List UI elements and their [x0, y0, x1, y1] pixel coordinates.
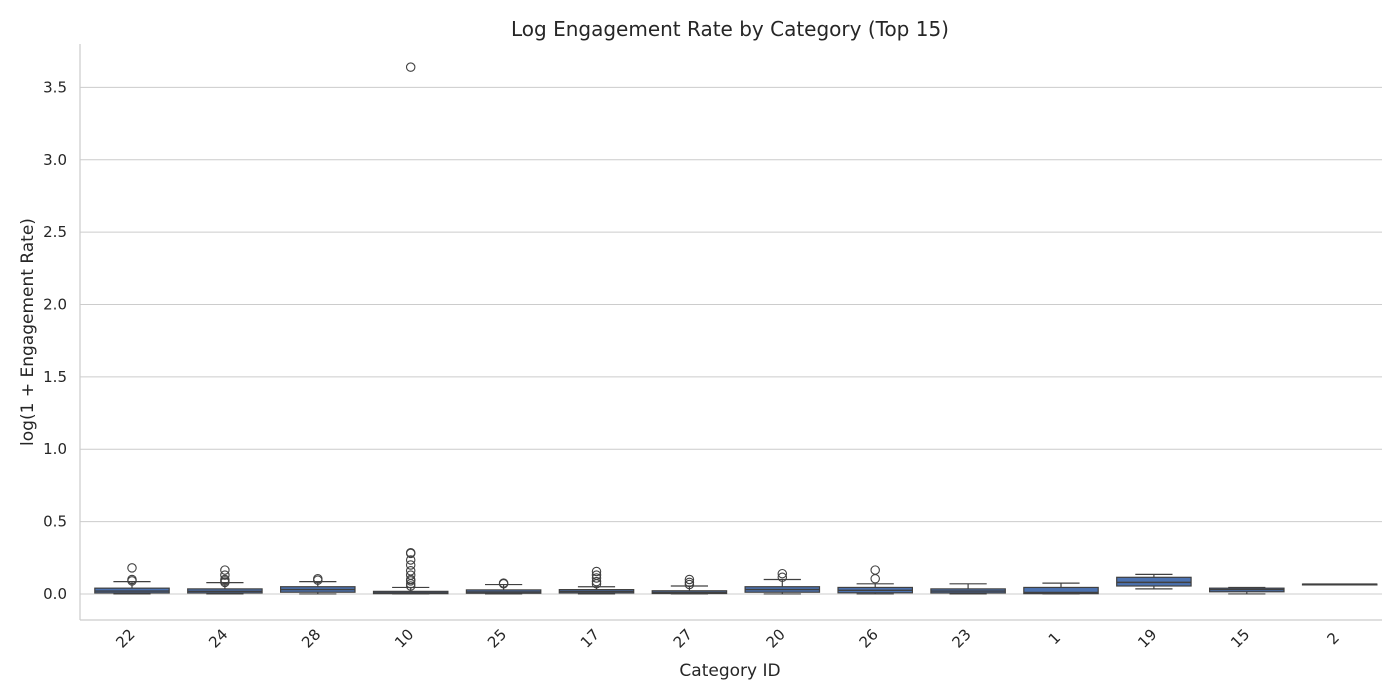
- outlier-point: [313, 574, 323, 584]
- outlier-point: [591, 570, 602, 580]
- y-axis: 0.0 0.5 1.0 1.5 2.0 2.5 3.0 3.5: [43, 78, 67, 603]
- outlier-point: [684, 577, 695, 588]
- x-tick-label: 27: [670, 625, 696, 651]
- y-tick-label: 2.0: [43, 296, 67, 314]
- x-tick-label: 25: [484, 625, 510, 651]
- y-tick-label: 3.0: [43, 151, 67, 169]
- box-24: [187, 565, 263, 595]
- x-tick-label: 23: [948, 625, 974, 651]
- outlier-point: [777, 572, 788, 583]
- plot-area: [94, 62, 1378, 595]
- box-20: [744, 568, 821, 595]
- x-tick-label: 24: [205, 625, 231, 651]
- box-2: [1301, 583, 1378, 586]
- box-22: [94, 563, 170, 595]
- outlier-point: [127, 574, 137, 585]
- outlier-point: [220, 565, 230, 575]
- outlier-point: [870, 574, 880, 584]
- outlier-point: [591, 576, 602, 587]
- outlier-point: [220, 574, 230, 585]
- box-10: [372, 62, 449, 595]
- x-tick-label: 28: [298, 625, 324, 651]
- y-tick-label: 1.5: [43, 368, 67, 386]
- outlier-point: [777, 568, 788, 579]
- y-tick-label: 0.0: [43, 585, 67, 603]
- box-27: [651, 574, 728, 595]
- outlier-point: [498, 578, 509, 588]
- x-axis: 22 24 28 10 25 17 27 20 26 23 1 19 15 2: [112, 625, 1343, 651]
- y-axis-label: log(1 + Engagement Rate): [18, 218, 38, 446]
- x-tick-label: 2: [1323, 629, 1342, 648]
- outlier-point: [405, 566, 416, 576]
- box-17: [558, 566, 635, 595]
- y-tick-label: 2.5: [43, 223, 67, 241]
- x-tick-label: 26: [856, 625, 882, 651]
- box-25: [465, 578, 542, 595]
- outlier-point: [405, 547, 416, 558]
- y-tick-label: 3.5: [43, 78, 67, 96]
- outlier-point: [591, 573, 602, 583]
- box-1: [1023, 582, 1099, 595]
- box-19: [1116, 573, 1192, 590]
- x-tick-label: 1: [1045, 629, 1064, 648]
- outlier-point: [405, 555, 416, 565]
- outlier-point: [127, 563, 137, 573]
- outlier-point: [220, 570, 230, 580]
- outlier-point: [870, 565, 880, 575]
- x-tick-label: 15: [1227, 625, 1253, 651]
- box-26: [837, 565, 914, 595]
- x-tick-label: 20: [763, 625, 789, 651]
- outlier-point: [405, 570, 416, 580]
- box-23: [930, 583, 1006, 595]
- iqr-box: [1116, 576, 1192, 587]
- y-tick-label: 1.0: [43, 440, 67, 458]
- chart-title: Log Engagement Rate by Category (Top 15): [511, 17, 949, 41]
- x-tick-label: 10: [391, 625, 417, 651]
- outlier-point: [591, 566, 602, 577]
- outlier-point: [405, 62, 416, 72]
- x-axis-label: Category ID: [679, 661, 780, 681]
- x-tick-label: 19: [1134, 625, 1160, 651]
- outlier-point: [405, 560, 416, 570]
- iqr-box: [1023, 586, 1099, 595]
- grid-lines: [79, 44, 1382, 621]
- outlier-point: [684, 574, 695, 585]
- box-28: [280, 574, 356, 595]
- x-tick-label: 22: [112, 625, 138, 651]
- y-tick-label: 0.5: [43, 513, 67, 531]
- box-15: [1208, 586, 1285, 595]
- x-tick-label: 17: [577, 625, 603, 651]
